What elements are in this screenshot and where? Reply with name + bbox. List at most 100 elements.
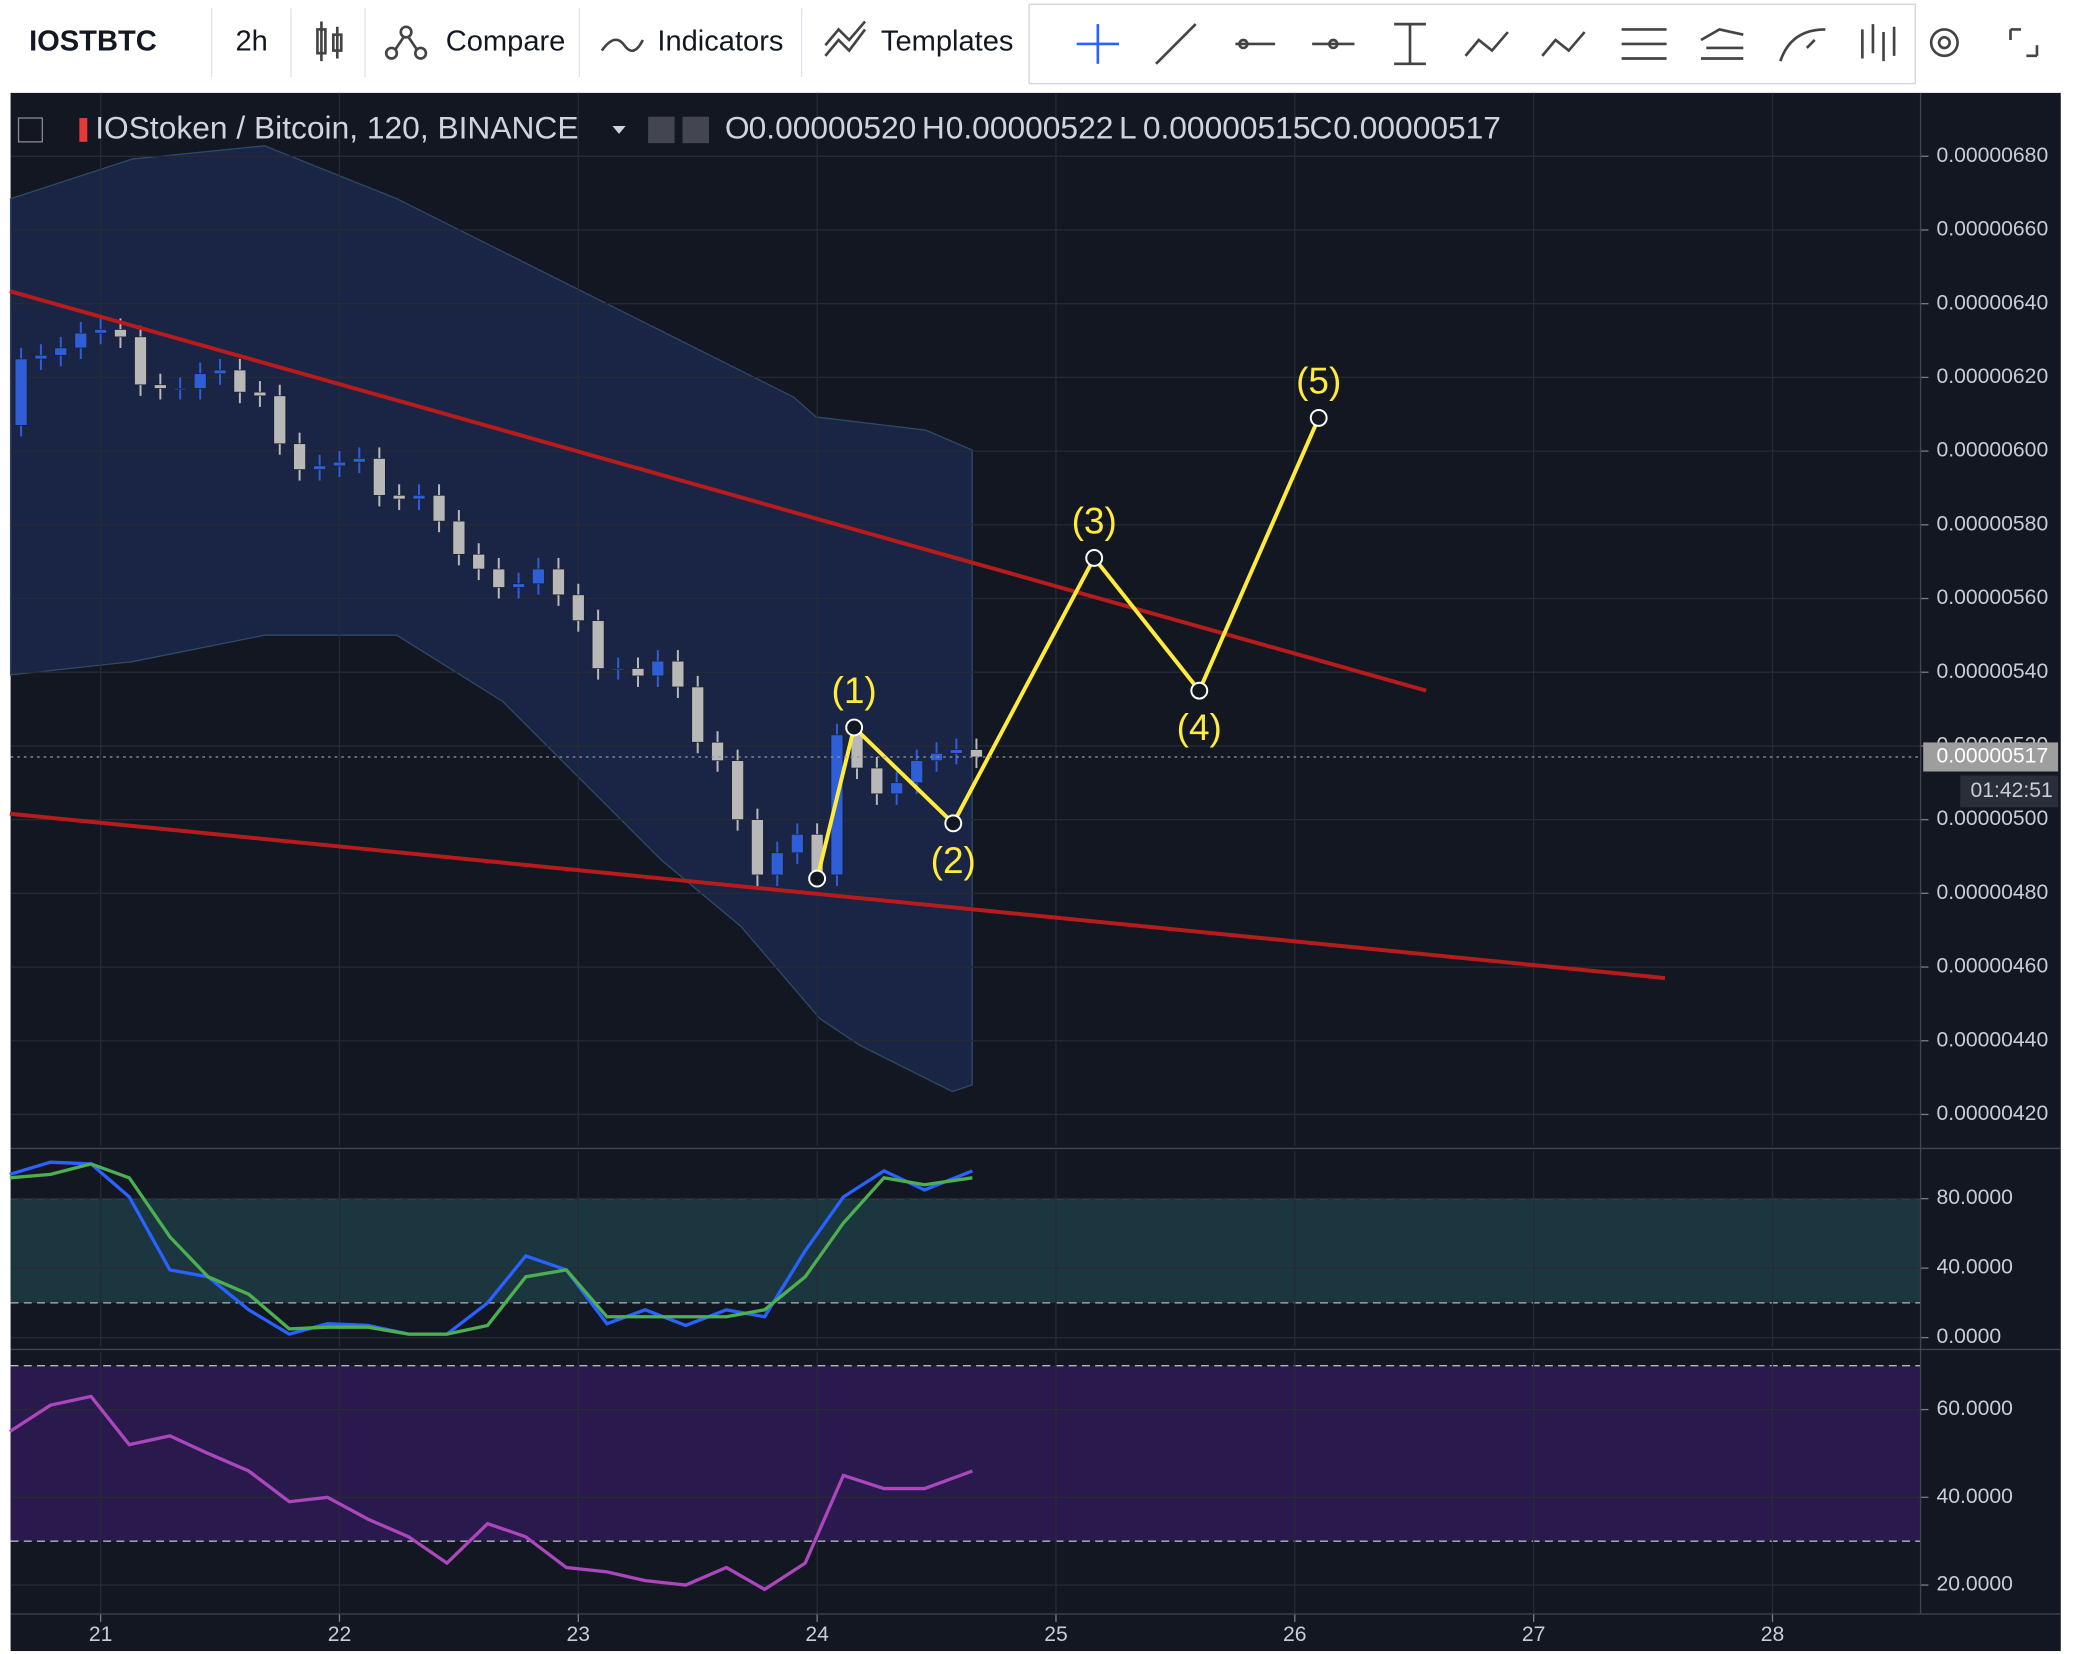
y-tick-label: 20.0000 [1936,1573,2012,1596]
y-tick-label: 0.00000560 [1936,586,2048,609]
chart-layer: 0.00000420 0.00000440 0.00000460 0.00000480… [8,92,2059,1646]
candle-body [631,668,645,677]
interval[interactable]: 2h [235,25,267,57]
compare-button[interactable]: Compare [446,25,566,57]
ohlc-key: C [1309,109,1332,145]
wave-point [845,718,864,737]
candle-body [910,760,924,784]
y-tick-label: 0.00000460 [1936,955,2048,978]
candle-body [313,465,326,470]
candle-body [253,391,267,397]
candle-body [651,660,665,677]
candle-body [532,568,545,585]
indicator-line [9,1162,973,1336]
candle-body [74,332,88,349]
drawing-tools[interactable] [1076,22,2039,66]
y-tick-label: 0.00000660 [1936,218,2048,241]
compare-icon[interactable] [384,25,428,60]
last-price-label: 0.00000517 [1936,745,2048,768]
candle-body [273,395,287,445]
y-tick-label: 0.00000480 [1936,881,2048,904]
symbol[interactable]: IOSTBTC [29,25,157,57]
wave-point [1190,681,1209,700]
candle-body [293,443,306,470]
candle-body [770,852,784,876]
chart-type-icon[interactable] [316,21,343,62]
indicator-line [9,1160,973,1336]
y-tick-label: 0.00000500 [1936,807,2048,830]
candle-body [154,384,167,389]
countdown-tag [1960,775,2059,808]
candle-body [193,373,207,389]
wave-point [1085,549,1104,567]
indicator-line [8,1394,973,1592]
wave-point [808,869,827,888]
series-legend: IOStoken / Bitcoin, 120, BINANCE [17,109,709,145]
wave-label: (4) [1177,706,1222,748]
candle-body [512,583,525,588]
candle-body [352,458,366,463]
level-band [10,1198,1921,1303]
candle-body [233,369,247,393]
ohlc-value: 0.00000515 [1143,109,1311,145]
indicators-button[interactable]: Indicators [657,25,783,57]
candle-body [412,494,426,500]
ohlc-value: 0.00000522 [946,109,1114,145]
y-tick-label: 40.0000 [1936,1485,2012,1508]
candle-body [950,749,963,754]
indicators-icon[interactable] [600,38,645,53]
candle-body [890,782,903,795]
candle-body [591,620,605,669]
candle-body [731,760,744,820]
candle-body [791,834,804,854]
candle-body [54,347,68,356]
y-tick-label: 0.00000420 [1936,1102,2048,1125]
wave-point [944,814,963,833]
last-price-tag [1923,742,2059,772]
x-tick-label: 26 [1283,1623,1307,1646]
candle-body [452,520,466,555]
ohlc-value: 0.00000520 [749,109,917,145]
candle-body [671,660,685,688]
candle-body [114,329,127,338]
templates-button[interactable]: Templates [881,25,1014,57]
x-tick-label: 27 [1522,1623,1546,1646]
candle-body [213,369,227,375]
candle-body [970,749,983,758]
collapse-icon[interactable] [17,117,43,143]
y-tick-label: 0.00000620 [1936,365,2048,388]
wave-point [1309,409,1328,427]
y-tick-label: 80.0000 [1936,1186,2012,1209]
x-tick-label: 21 [89,1623,113,1646]
x-tick-label: 28 [1761,1623,1785,1646]
ohlc-key: O [725,109,750,145]
y-tick-label: 0.00000640 [1936,291,2048,314]
candle-body [34,354,48,360]
y-tick-label: 40.0000 [1936,1256,2012,1279]
candle-body [552,568,565,596]
templates-icon[interactable] [824,20,867,57]
candle-body [14,358,28,426]
x-tick-label: 24 [805,1623,829,1646]
candle-body [173,388,187,391]
y-tick-label: 0.00000680 [1936,144,2048,167]
ohlc-value: 0.00000517 [1333,109,1501,145]
settings-icon[interactable] [682,116,709,144]
wave-label: (3) [1072,499,1117,541]
candle-body [711,741,724,761]
trend-line [9,811,1666,981]
dropdown-arrow[interactable] [612,125,626,134]
visibility-icon[interactable] [648,116,675,144]
y-tick-label: 0.00000600 [1936,439,2048,462]
series-color [79,118,88,142]
candle-body [373,458,386,496]
countdown-label: 01:42:51 [1970,779,2052,802]
candle-body [432,494,446,522]
candle-body [751,819,764,876]
toolbar: IOSTBTC 2h Compare Indicators Templates [29,3,2039,85]
y-tick-label: 0.0000 [1936,1325,2001,1348]
candle-body [94,329,107,334]
candle-body [611,668,625,671]
wave-line [815,417,1321,880]
